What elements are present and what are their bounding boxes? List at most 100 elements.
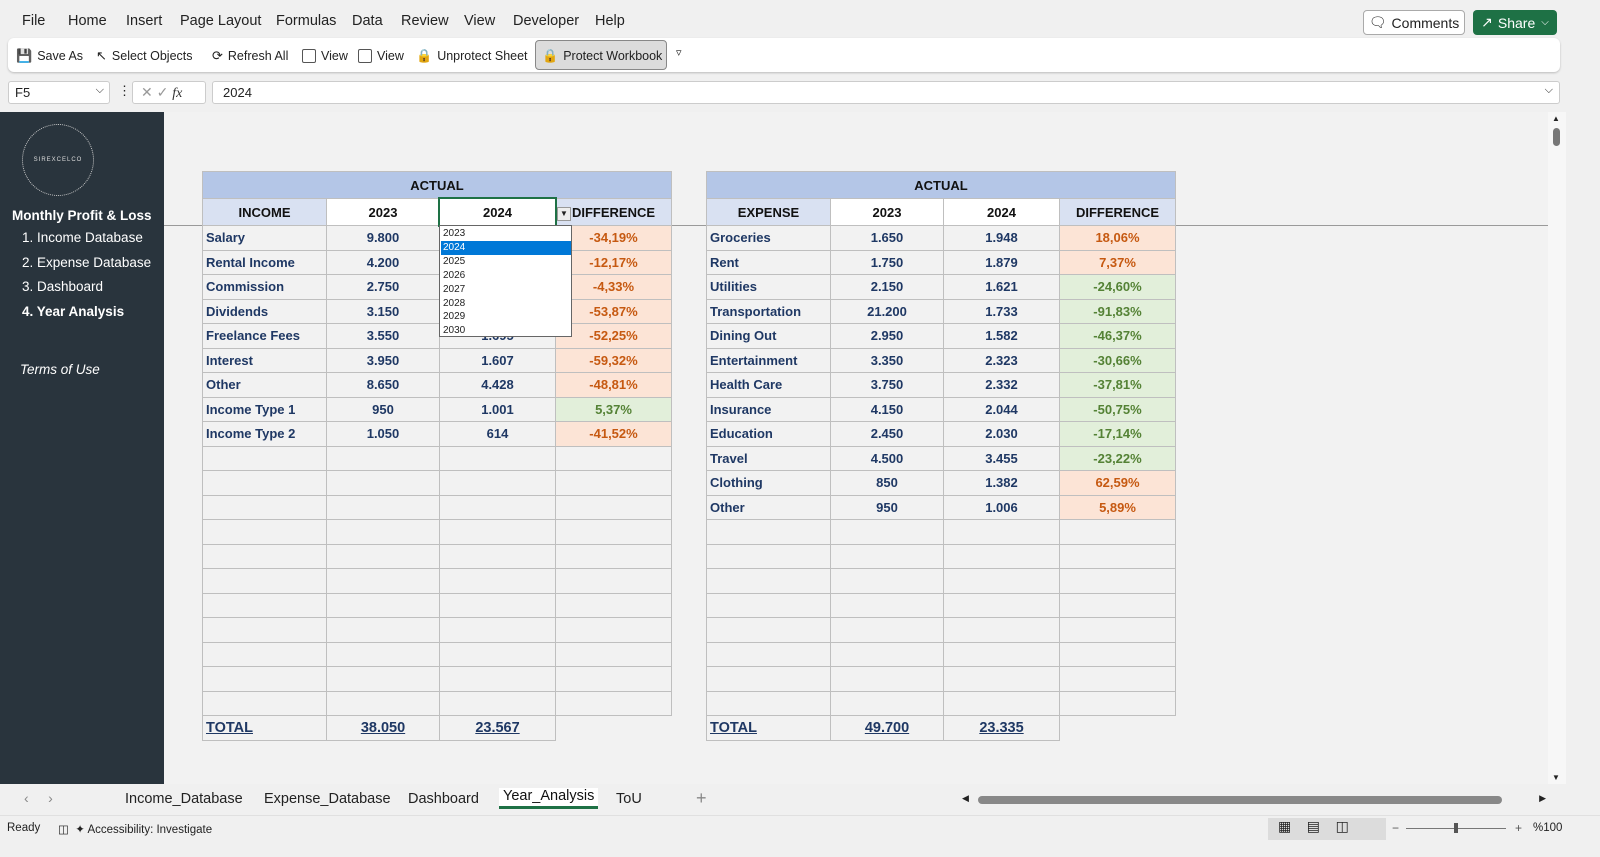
empty-cell	[326, 568, 440, 594]
view-buttons[interactable]: ▦ ▤ ◫	[1268, 818, 1386, 840]
sidebar-link[interactable]: 3. Dashboard	[22, 279, 104, 294]
value-cell: -52,25%	[555, 323, 672, 349]
empty-cell	[439, 617, 556, 643]
share-button[interactable]: ↗ Share ⌵	[1473, 10, 1557, 35]
sidebar-link[interactable]: 2. Expense Database	[22, 255, 152, 270]
value-cell: 7,37%	[1059, 249, 1176, 275]
menu-item[interactable]: View	[464, 13, 496, 29]
value-cell: 950	[326, 396, 440, 422]
value-cell: 8.650	[326, 372, 440, 398]
empty-cell	[555, 666, 672, 692]
dropdown-list: 2023 2024 2025 2026 2027 2028 2029 2030	[439, 225, 572, 337]
menu-item[interactable]: Home	[68, 13, 107, 29]
ribbon-more[interactable]: ▿	[676, 47, 682, 59]
sheet-tab[interactable]: ToU	[616, 791, 642, 807]
empty-cell	[439, 470, 556, 496]
menu-item[interactable]: Developer	[513, 13, 580, 29]
toolbar-label: Unprotect Sheet	[437, 49, 528, 63]
toolbar-button[interactable]: ↖ Select Objects	[96, 47, 193, 65]
empty-cell	[326, 617, 440, 643]
menu-item[interactable]: Page Layout	[180, 13, 262, 29]
empty-cell	[202, 519, 327, 545]
status-accessibility[interactable]: ◫ ✦ Accessibility: Investigate	[58, 824, 213, 836]
zoom-level: %100	[1533, 822, 1563, 834]
dropdown-option[interactable]: 2026	[443, 269, 466, 281]
toolbar-button[interactable]: 🔒 Unprotect Sheet	[416, 47, 528, 65]
menu-item[interactable]: Review	[401, 13, 449, 29]
formula-dots: ⋮	[118, 83, 131, 98]
comments-button[interactable]: 🗨 Comments	[1363, 10, 1465, 35]
terms-link[interactable]: Terms of Use	[20, 362, 100, 377]
menu-item[interactable]: File	[22, 13, 46, 29]
toolbar-button[interactable]: View	[302, 47, 348, 65]
horizontal-scrollbar[interactable]: ◀ ▶	[962, 793, 1546, 804]
logo-text: SIREXCELCO	[33, 157, 83, 163]
empty-cell	[555, 445, 672, 471]
empty-cell	[943, 641, 1060, 667]
dropdown-option[interactable]: 2023	[443, 228, 466, 239]
empty-cell	[1059, 568, 1176, 594]
sheet-tab[interactable]: Income_Database	[125, 791, 243, 807]
tab-nav[interactable]: ‹ ›	[24, 790, 53, 806]
dropdown-option[interactable]: 2024	[441, 240, 571, 255]
value-cell: -24,60%	[1059, 274, 1176, 300]
toolbar-button[interactable]: ⟳ Refresh All	[212, 47, 288, 65]
empty-cell	[439, 592, 556, 618]
menu-item[interactable]: Data	[352, 13, 383, 29]
empty-cell	[555, 617, 672, 643]
empty-cell	[326, 445, 440, 471]
toolbar-button[interactable]: 💾 Save As	[16, 47, 83, 65]
column-header: DIFFERENCE	[1059, 198, 1176, 226]
toolbar-button[interactable]: 🔒 Protect Workbook	[542, 47, 662, 65]
value-cell: 1.006	[943, 494, 1060, 520]
dropdown-option[interactable]: 2028	[443, 297, 466, 309]
vertical-scrollbar[interactable]: ▲ ▼	[1548, 112, 1566, 784]
empty-cell	[202, 641, 327, 667]
dropdown-option[interactable]: 2025	[443, 255, 466, 267]
value-cell: 4.428	[439, 372, 556, 398]
formula-value: 2024	[223, 85, 252, 100]
empty-cell	[326, 470, 440, 496]
sheet-tab[interactable]: Expense_Database	[264, 791, 391, 807]
name-box[interactable]: F5 ⌵	[8, 81, 110, 104]
value-cell: 21.200	[830, 298, 944, 324]
dropdown-option[interactable]: 2030	[443, 325, 466, 337]
formula-buttons: ✕ ✓ fx	[132, 81, 206, 104]
toolbar-button[interactable]: View	[358, 47, 404, 65]
value-cell: -23,22%	[1059, 445, 1176, 471]
sheet-tab[interactable]: Year_Analysis	[499, 788, 599, 809]
empty-cell	[830, 519, 944, 545]
dropdown-option[interactable]: 2029	[443, 311, 466, 323]
sidebar-link[interactable]: 1. Income Database	[22, 230, 143, 245]
sheet-tab[interactable]: Dashboard	[408, 791, 479, 807]
row-label: Groceries	[706, 225, 831, 251]
protect-workbook-highlight[interactable]	[535, 40, 667, 70]
column-header: EXPENSE	[706, 198, 831, 226]
menu-item[interactable]: Insert	[126, 13, 163, 29]
row-label: Entertainment	[706, 347, 831, 373]
value-cell: 62,59%	[1059, 470, 1176, 496]
empty-cell	[830, 617, 944, 643]
name-box-value: F5	[15, 85, 31, 100]
value-cell: 4.500	[830, 445, 944, 471]
value-cell: -4,33%	[555, 274, 672, 300]
menu-item[interactable]: Help	[595, 13, 625, 29]
empty-cell	[1059, 592, 1176, 618]
add-sheet[interactable]: +	[696, 788, 707, 808]
row-label: Other	[202, 372, 327, 398]
empty-cell	[706, 592, 831, 618]
dropdown-option[interactable]: 2027	[443, 283, 466, 295]
dropdown-arrow[interactable]: ▼	[557, 207, 571, 221]
row-label: Health Care	[706, 372, 831, 398]
empty-cell	[202, 690, 327, 716]
empty-cell	[830, 592, 944, 618]
value-cell: -59,32%	[555, 347, 672, 373]
value-cell: 1.582	[943, 323, 1060, 349]
empty-cell	[830, 666, 944, 692]
zoom-slider[interactable]: − +	[1392, 821, 1522, 835]
empty-cell	[706, 519, 831, 545]
menu-item[interactable]: Formulas	[276, 13, 337, 29]
value-cell: 5,37%	[555, 396, 672, 422]
formula-input[interactable]: 2024 ⌵	[212, 81, 1560, 104]
sidebar-link[interactable]: 4. Year Analysis	[22, 304, 125, 319]
